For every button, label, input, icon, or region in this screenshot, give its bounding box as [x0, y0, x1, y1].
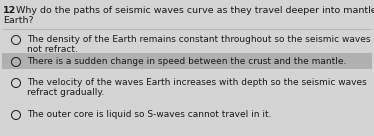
- Text: There is a sudden change in speed between the crust and the mantle.: There is a sudden change in speed betwee…: [27, 57, 346, 66]
- Text: Earth?: Earth?: [3, 16, 34, 25]
- Text: not refract.: not refract.: [27, 45, 78, 54]
- Text: 12: 12: [3, 6, 16, 15]
- Text: Why do the paths of seismic waves curve as they travel deeper into mantle of the: Why do the paths of seismic waves curve …: [13, 6, 374, 15]
- Text: The velocity of the waves Earth increases with depth so the seismic waves: The velocity of the waves Earth increase…: [27, 78, 367, 87]
- Text: The outer core is liquid so S-waves cannot travel in it.: The outer core is liquid so S-waves cann…: [27, 110, 272, 119]
- Bar: [2, 53, 372, 69]
- Text: The density of the Earth remains constant throughout so the seismic waves do: The density of the Earth remains constan…: [27, 35, 374, 44]
- Text: refract gradually.: refract gradually.: [27, 88, 104, 97]
